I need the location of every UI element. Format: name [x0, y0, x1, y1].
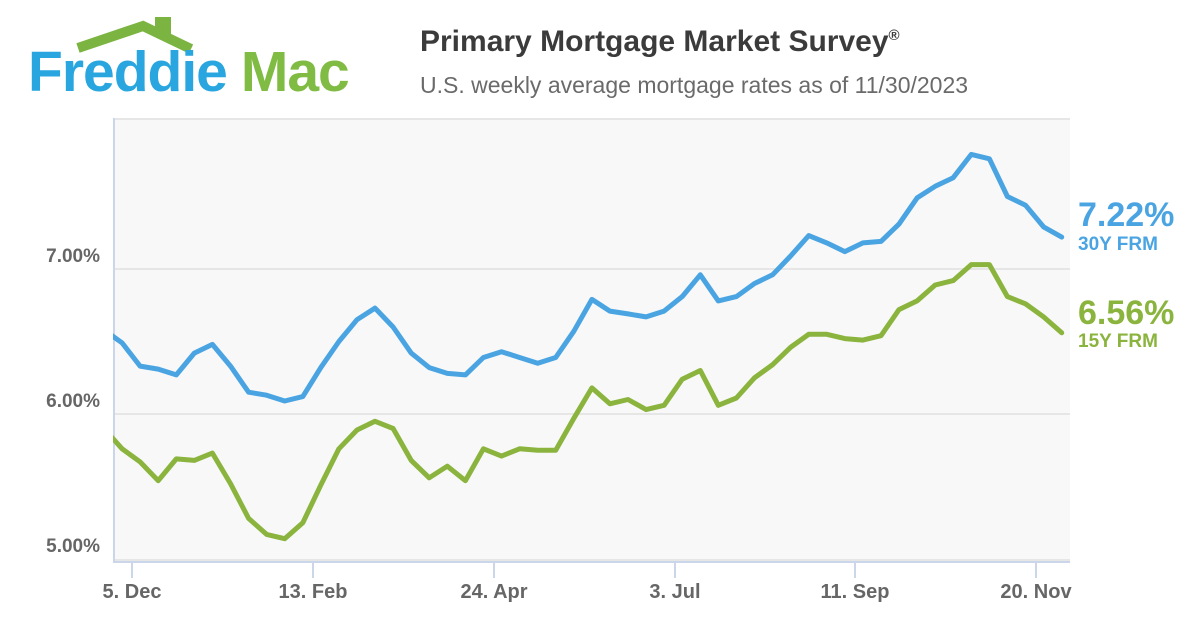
series-line-15y-frm — [113, 262, 1065, 542]
x-axis-label-jul: 3. Jul — [649, 581, 701, 603]
x-axis-label-sep: 11. Sep — [820, 581, 890, 603]
logo-roof-icon — [76, 17, 194, 54]
registered-mark: ® — [888, 27, 900, 44]
page-title-text: Primary Mortgage Market Survey — [420, 25, 889, 58]
y-axis-label-5: 5.00% — [46, 536, 100, 557]
rate-value-30y: 7.22% — [1078, 196, 1175, 234]
page-subtitle: U.S. weekly average mortgage rates as of… — [420, 72, 969, 98]
rate-label-30y: 30Y FRM — [1078, 234, 1158, 255]
y-axis-label-7: 7.00% — [46, 246, 100, 267]
rate-label-15y: 15Y FRM — [1078, 331, 1158, 352]
logo-wordmark: Freddie Mac — [28, 44, 350, 101]
x-axis-label-nov: 20. Nov — [1000, 581, 1072, 603]
x-axis-label-dec: 5. Dec — [102, 581, 162, 603]
y-axis-label-6: 6.00% — [46, 391, 100, 412]
plot-background — [113, 118, 1070, 563]
x-axis-label-feb: 13. Feb — [278, 581, 348, 603]
logo-word-mac: Mac — [240, 40, 350, 104]
series-line-30y-frm — [113, 151, 1065, 404]
title-block: Primary Mortgage Market Survey® U.S. wee… — [420, 24, 968, 100]
rate-value-15y: 6.56% — [1078, 294, 1175, 332]
x-axis-label-apr: 24. Apr — [460, 581, 528, 603]
logo-word-freddie: Freddie — [28, 40, 228, 104]
page-title: Primary Mortgage Market Survey® — [420, 24, 968, 60]
